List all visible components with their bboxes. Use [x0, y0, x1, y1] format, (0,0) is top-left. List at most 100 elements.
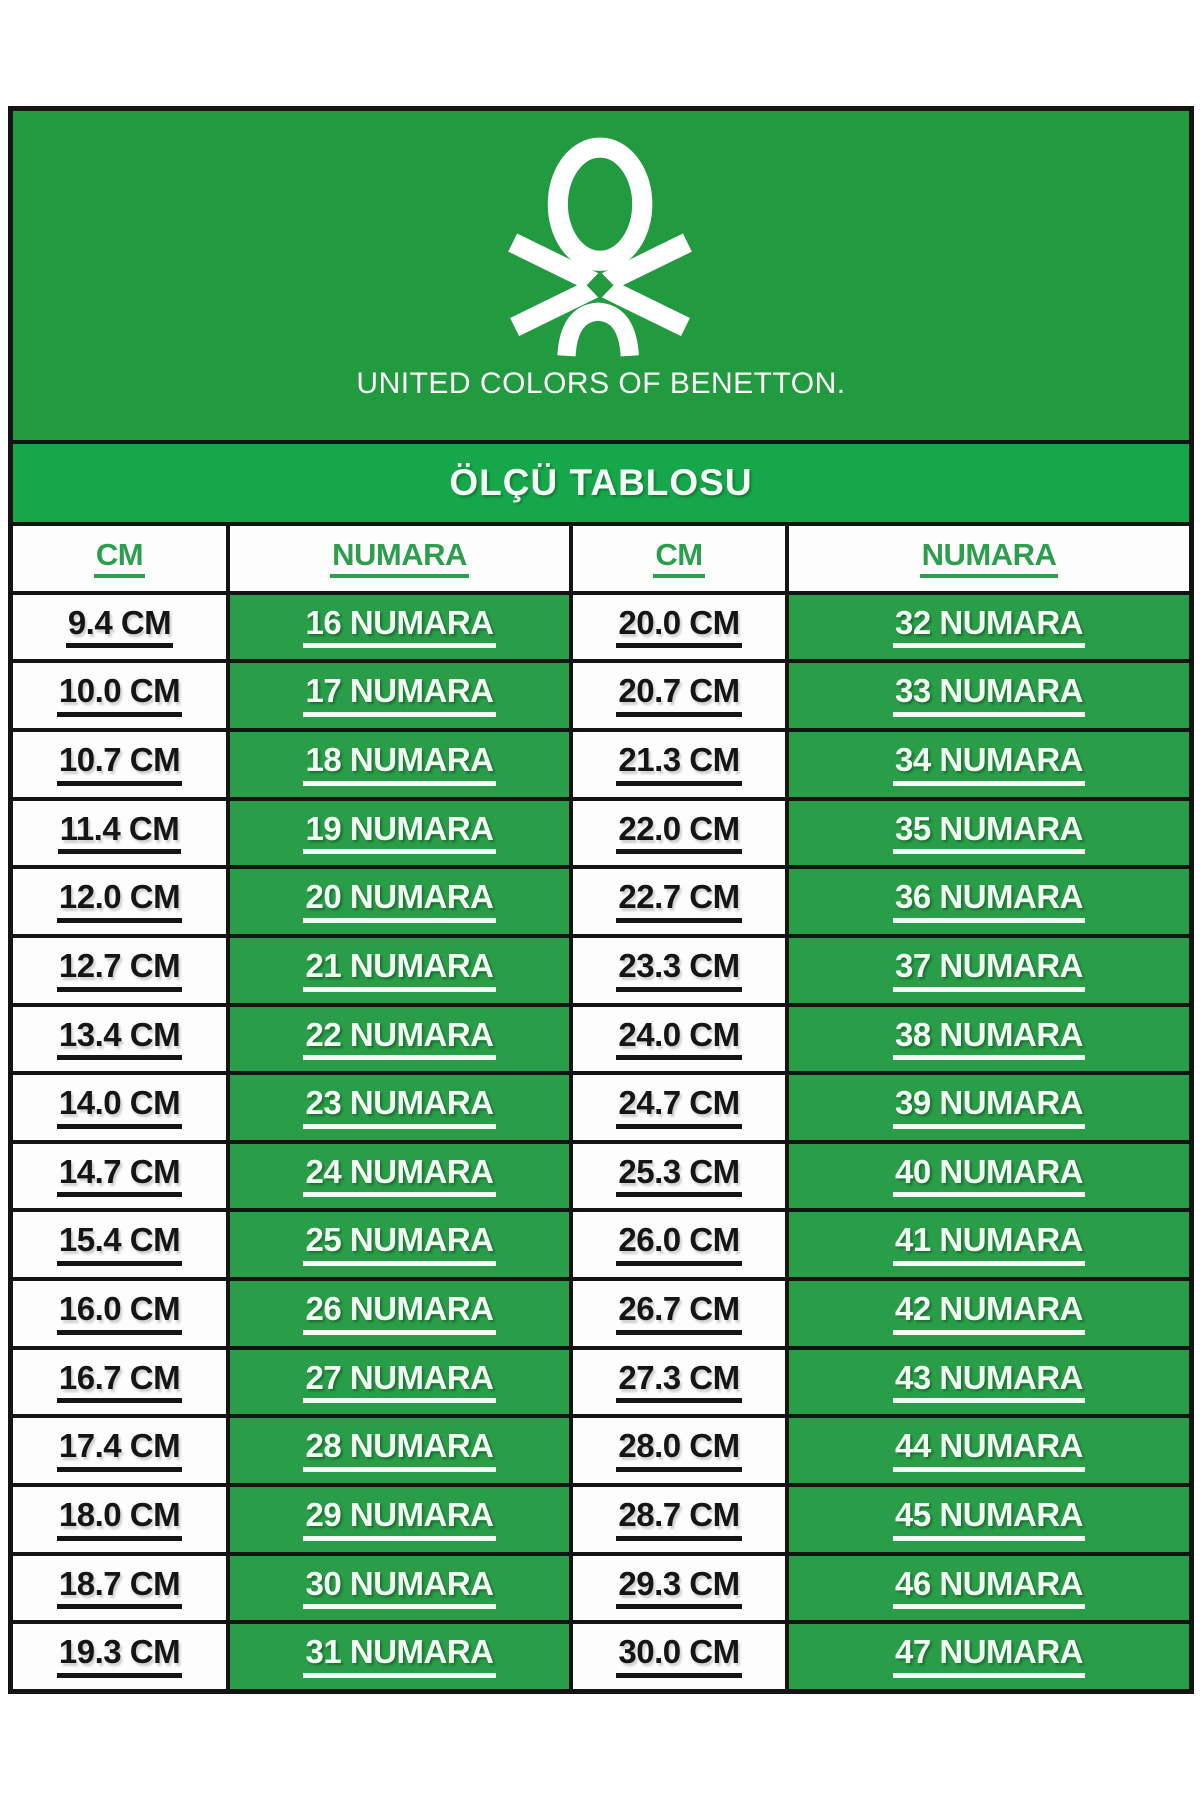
cm-cell-left-label: 14.7 CM: [56, 1154, 183, 1198]
cm-cell-left-label: 18.7 CM: [56, 1566, 183, 1610]
cm-cell-right-label: 24.7 CM: [616, 1085, 742, 1129]
cm-cell-left: 13.4 CM: [13, 1006, 226, 1072]
numara-cell-right-label: 36 NUMARA: [892, 880, 1086, 923]
cm-cell-right: 26.7 CM: [573, 1281, 785, 1346]
cm-cell-left: 11.4 CM: [13, 800, 226, 866]
numara-cell-left: 26 NUMARA: [230, 1281, 569, 1346]
cm-cell-right: 23.3 CM: [573, 937, 785, 1003]
numara-cell-right: 47 NUMARA: [789, 1624, 1189, 1689]
cm-cell-left: 16.7 CM: [13, 1349, 226, 1415]
numara-cell-left-label: 27 NUMARA: [303, 1360, 496, 1404]
numara-cell-left: 23 NUMARA: [230, 1075, 569, 1140]
column-header-numara-right: NUMARA: [789, 526, 1189, 591]
cm-cell-right-label: 26.0 CM: [616, 1223, 742, 1267]
brand-header: UNITED COLORS OF BENETTON.: [13, 111, 1189, 440]
cm-cell-right-label: 23.3 CM: [616, 948, 742, 992]
numara-cell-left-label: 31 NUMARA: [303, 1635, 496, 1678]
numara-cell-right-label: 47 NUMARA: [892, 1635, 1086, 1678]
cm-cell-right-label: 25.3 CM: [616, 1154, 742, 1198]
cm-cell-right-label: 24.0 CM: [616, 1017, 742, 1061]
numara-cell-left-label: 23 NUMARA: [303, 1085, 496, 1129]
cm-cell-left-label: 16.0 CM: [56, 1291, 183, 1335]
numara-cell-left: 17 NUMARA: [230, 663, 569, 728]
cm-cell-right: 20.0 CM: [573, 594, 785, 660]
cm-cell-right: 20.7 CM: [573, 663, 785, 728]
cm-cell-right: 24.0 CM: [573, 1006, 785, 1072]
numara-cell-right: 39 NUMARA: [789, 1075, 1189, 1140]
numara-cell-left-label: 30 NUMARA: [303, 1566, 496, 1610]
numara-cell-right-label: 35 NUMARA: [892, 811, 1086, 855]
numara-cell-right-label: 45 NUMARA: [892, 1497, 1086, 1541]
cm-cell-right: 22.7 CM: [573, 869, 785, 934]
numara-cell-left-label: 22 NUMARA: [303, 1017, 496, 1061]
cm-cell-left-label: 13.4 CM: [56, 1017, 183, 1061]
cm-cell-left-label: 19.3 CM: [56, 1635, 183, 1678]
numara-cell-right-label: 46 NUMARA: [892, 1566, 1086, 1610]
column-header-cm-left: CM: [13, 526, 226, 591]
numara-cell-left: 21 NUMARA: [230, 937, 569, 1003]
numara-cell-left-label: 21 NUMARA: [303, 948, 496, 992]
cm-cell-left: 19.3 CM: [13, 1624, 226, 1689]
brand-wordmark: UNITED COLORS OF BENETTON.: [356, 367, 846, 400]
numara-cell-right: 38 NUMARA: [789, 1006, 1189, 1072]
numara-cell-right: 37 NUMARA: [789, 937, 1189, 1003]
numara-cell-right: 40 NUMARA: [789, 1143, 1189, 1209]
numara-cell-right: 33 NUMARA: [789, 663, 1189, 728]
size-table: CM NUMARA CM NUMARA 9.4 CM 16 NUMARA 20.0 CM 32…: [13, 526, 1189, 1689]
cm-cell-left: 17.4 CM: [13, 1418, 226, 1484]
cm-cell-left-label: 17.4 CM: [56, 1429, 183, 1473]
numara-cell-left: 30 NUMARA: [230, 1555, 569, 1621]
numara-cell-right-label: 33 NUMARA: [892, 674, 1086, 717]
numara-cell-left-label: 26 NUMARA: [303, 1291, 496, 1335]
cm-cell-right-label: 30.0 CM: [616, 1635, 742, 1678]
numara-cell-right-label: 34 NUMARA: [892, 742, 1086, 786]
numara-cell-right-label: 42 NUMARA: [892, 1291, 1086, 1335]
numara-cell-left: 29 NUMARA: [230, 1487, 569, 1552]
numara-cell-left: 28 NUMARA: [230, 1418, 569, 1484]
numara-cell-right-label: 43 NUMARA: [892, 1360, 1086, 1404]
numara-cell-left: 31 NUMARA: [230, 1624, 569, 1689]
cm-cell-right: 26.0 CM: [573, 1212, 785, 1278]
cm-cell-left: 12.7 CM: [13, 937, 226, 1003]
cm-cell-right: 28.7 CM: [573, 1487, 785, 1552]
numara-cell-right: 36 NUMARA: [789, 869, 1189, 934]
cm-cell-left: 14.7 CM: [13, 1143, 226, 1209]
table-title-banner: ÖLÇÜ TABLOSU: [13, 444, 1189, 522]
column-header-numara-left: NUMARA: [230, 526, 569, 591]
cm-cell-left-label: 16.7 CM: [56, 1360, 183, 1404]
cm-cell-left-label: 10.7 CM: [56, 742, 183, 786]
cm-cell-right: 30.0 CM: [573, 1624, 785, 1689]
numara-cell-right-label: 32 NUMARA: [892, 605, 1086, 649]
numara-cell-left: 18 NUMARA: [230, 731, 569, 797]
cm-cell-left: 18.0 CM: [13, 1487, 226, 1552]
numara-cell-right-label: 44 NUMARA: [892, 1429, 1086, 1473]
cm-cell-right: 22.0 CM: [573, 800, 785, 866]
numara-cell-left-label: 19 NUMARA: [303, 811, 496, 855]
cm-cell-left: 16.0 CM: [13, 1281, 226, 1346]
numara-cell-right: 46 NUMARA: [789, 1555, 1189, 1621]
numara-cell-left-label: 17 NUMARA: [303, 674, 496, 717]
numara-cell-left: 22 NUMARA: [230, 1006, 569, 1072]
numara-cell-left-label: 28 NUMARA: [303, 1429, 496, 1473]
cm-cell-left: 10.7 CM: [13, 731, 226, 797]
numara-cell-right-label: 38 NUMARA: [892, 1017, 1086, 1061]
cm-cell-right: 25.3 CM: [573, 1143, 785, 1209]
cm-cell-right-label: 20.0 CM: [616, 605, 742, 649]
cm-cell-right: 27.3 CM: [573, 1349, 785, 1415]
column-header-cm-right-label: CM: [653, 538, 705, 579]
cm-cell-right-label: 22.7 CM: [616, 880, 742, 923]
cm-cell-right: 29.3 CM: [573, 1555, 785, 1621]
numara-cell-right-label: 40 NUMARA: [892, 1154, 1086, 1198]
cm-cell-left-label: 12.7 CM: [56, 948, 183, 992]
cm-cell-left: 10.0 CM: [13, 663, 226, 728]
numara-cell-right: 44 NUMARA: [789, 1418, 1189, 1484]
numara-cell-left-label: 18 NUMARA: [303, 742, 496, 786]
cm-cell-left-label: 14.0 CM: [56, 1085, 183, 1129]
cm-cell-left: 14.0 CM: [13, 1075, 226, 1140]
cm-cell-right: 28.0 CM: [573, 1418, 785, 1484]
cm-cell-left-label: 9.4 CM: [65, 605, 174, 649]
cm-cell-left-label: 18.0 CM: [56, 1497, 183, 1541]
numara-cell-right: 32 NUMARA: [789, 594, 1189, 660]
numara-cell-right-label: 37 NUMARA: [892, 948, 1086, 992]
cm-cell-right-label: 26.7 CM: [616, 1291, 742, 1335]
